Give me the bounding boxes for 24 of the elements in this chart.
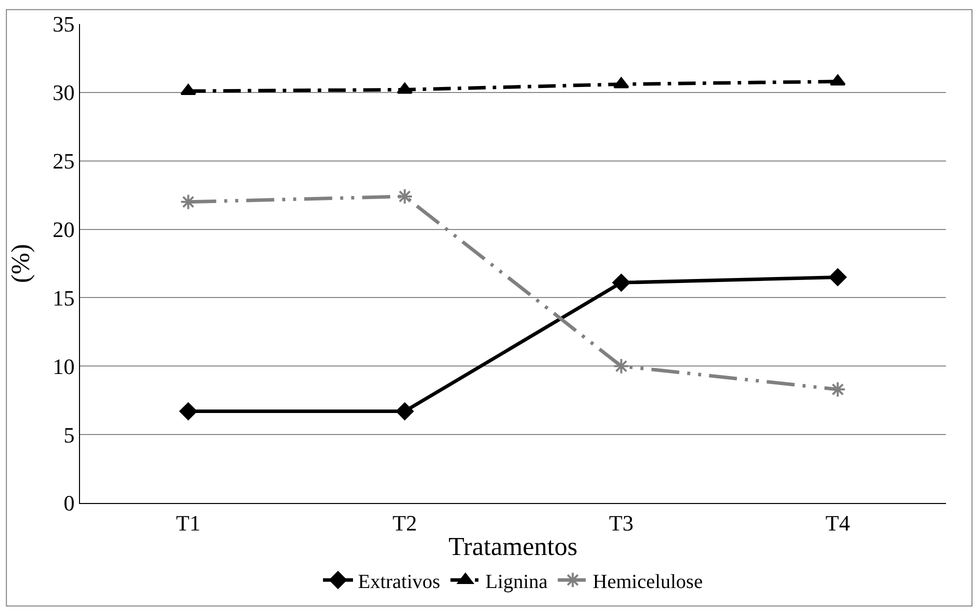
point [396, 402, 414, 420]
point [828, 268, 847, 286]
x-tick-label: T1 [176, 510, 200, 536]
y-tick-label: 15 [52, 285, 75, 310]
x-tick-label: T3 [609, 510, 634, 536]
legend-label: Hemicelulose [592, 570, 703, 593]
legend-label: Extrativos [358, 570, 440, 593]
point [613, 358, 630, 374]
x-axis-title: Tratamentos [448, 532, 578, 562]
point [830, 381, 846, 398]
y-tick-label: 30 [52, 80, 75, 106]
y-tick-label: 20 [52, 216, 75, 242]
x-tick-label: T4 [826, 510, 850, 536]
y-axis-title: (%) [6, 244, 35, 283]
point [179, 402, 198, 420]
point [396, 188, 413, 205]
y-tick-label: 0 [64, 490, 75, 516]
legend-label: Lignina [485, 570, 548, 593]
x-tick-label: T2 [392, 510, 417, 536]
y-tick-label: 35 [52, 12, 75, 37]
y-tick-label: 10 [52, 354, 75, 379]
point [612, 274, 630, 292]
y-tick-label: 25 [52, 148, 75, 174]
y-tick-label: 5 [64, 422, 75, 448]
